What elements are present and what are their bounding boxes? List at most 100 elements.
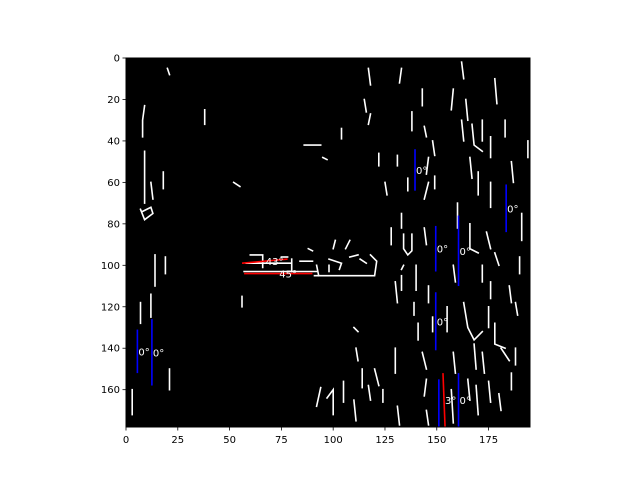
edge-path: [487, 380, 492, 403]
y-axis: 0 20 40 60 80 100 120 140 160: [101, 54, 126, 396]
edge-path: [493, 251, 500, 267]
x-tick-label: 150: [427, 435, 446, 446]
edge-path: [462, 301, 484, 342]
edge-path: [363, 98, 368, 113]
edge-path: [325, 387, 335, 416]
edge-path: [471, 123, 484, 153]
edge-path: [232, 181, 242, 188]
x-tick-label: 100: [324, 435, 343, 446]
edge-path: [450, 388, 455, 424]
annotation-label: 0°: [437, 245, 448, 256]
x-tick-label: 75: [275, 435, 288, 446]
axes-frame: [125, 57, 531, 428]
plot-area: 0° 0° 0° 0° 0° 0° 0° 0° 43° 45° 3°: [125, 57, 531, 428]
edge-path: [493, 322, 507, 350]
edge-path: [423, 181, 430, 200]
edge-path: [514, 301, 519, 317]
edge-path: [481, 351, 486, 374]
edge-path: [367, 113, 372, 126]
edge-path: [249, 254, 264, 269]
edge-paths: [131, 61, 529, 426]
edge-path: [493, 77, 498, 105]
edge-path: [139, 206, 154, 221]
y-tick-label: 20: [107, 95, 120, 106]
image-background: [126, 58, 530, 427]
edge-path: [367, 67, 372, 86]
annotation-label: 45°: [279, 270, 297, 281]
annotation-label: 0°: [153, 348, 164, 359]
x-tick-label: 25: [171, 435, 184, 446]
edge-path: [423, 227, 428, 246]
edge-path: [400, 264, 405, 271]
edge-path: [348, 253, 359, 258]
x-tick-label: 175: [479, 435, 498, 446]
edge-path: [423, 125, 428, 138]
annotation-label: 3°: [445, 396, 456, 407]
annotation-label: 0°: [138, 347, 149, 358]
edge-path: [353, 399, 357, 422]
annotation-label: 0°: [437, 317, 448, 328]
annotation-line: [241, 258, 288, 265]
edge-path: [384, 181, 388, 196]
edge-path: [425, 409, 430, 426]
y-tick-label: 60: [107, 178, 120, 189]
y-tick-label: 0: [114, 54, 120, 65]
edge-path: [460, 61, 465, 80]
edge-path: [498, 392, 502, 412]
edge-path: [344, 239, 351, 250]
annotation-label: 0°: [416, 166, 427, 177]
y-tick-label: 40: [107, 136, 120, 147]
edge-path: [373, 368, 380, 387]
edge-path: [402, 233, 413, 257]
edge-path: [166, 67, 171, 76]
edge-path: [358, 257, 368, 265]
edge-path: [141, 104, 146, 138]
y-tick-label: 100: [101, 261, 120, 272]
edge-path: [450, 88, 455, 111]
edge-path: [307, 247, 314, 252]
edge-path: [475, 384, 480, 416]
x-tick-label: 0: [123, 435, 129, 446]
edge-path: [150, 181, 154, 200]
edge-path: [473, 343, 477, 370]
edge-path: [499, 347, 511, 362]
annotation-line: [442, 373, 446, 428]
annotation-label: 0°: [460, 247, 471, 258]
angle-annotations: 0° 0° 0° 0° 0° 0° 0° 0° 43° 45° 3°: [136, 149, 519, 428]
x-tick-label: 125: [375, 435, 394, 446]
edge-path: [452, 264, 457, 283]
edge-path: [510, 160, 515, 184]
edge-path: [469, 223, 480, 254]
edge-path: [321, 156, 329, 161]
edge-path: [367, 384, 372, 402]
edge-path: [315, 386, 322, 408]
x-tick-label: 50: [223, 435, 236, 446]
y-tick-label: 160: [101, 385, 120, 396]
annotation-label: 0°: [507, 204, 518, 215]
edge-path: [355, 347, 359, 362]
edge-path: [452, 351, 457, 374]
y-tick-label: 120: [101, 302, 120, 313]
edge-path: [466, 378, 471, 401]
edge-path: [469, 156, 473, 180]
edge-path: [460, 119, 465, 142]
edge-path: [313, 253, 378, 277]
edge-path: [423, 378, 428, 397]
y-tick-label: 140: [101, 344, 120, 355]
edge-path: [315, 264, 320, 277]
edge-path: [332, 239, 337, 250]
edge-path: [398, 67, 403, 84]
edge-path: [327, 258, 343, 271]
edge-path: [464, 98, 469, 122]
y-tick-label: 80: [107, 219, 120, 230]
edge-path: [352, 326, 360, 333]
edge-path: [396, 405, 401, 426]
edge-path: [485, 231, 492, 250]
x-axis: 0 25 50 75 100 125 150 175: [123, 427, 498, 446]
annotation-label: 43°: [266, 257, 284, 268]
edge-path: [421, 351, 428, 370]
edge-path: [508, 285, 513, 304]
annotation-label: 0°: [460, 396, 471, 407]
edge-path: [431, 139, 436, 157]
